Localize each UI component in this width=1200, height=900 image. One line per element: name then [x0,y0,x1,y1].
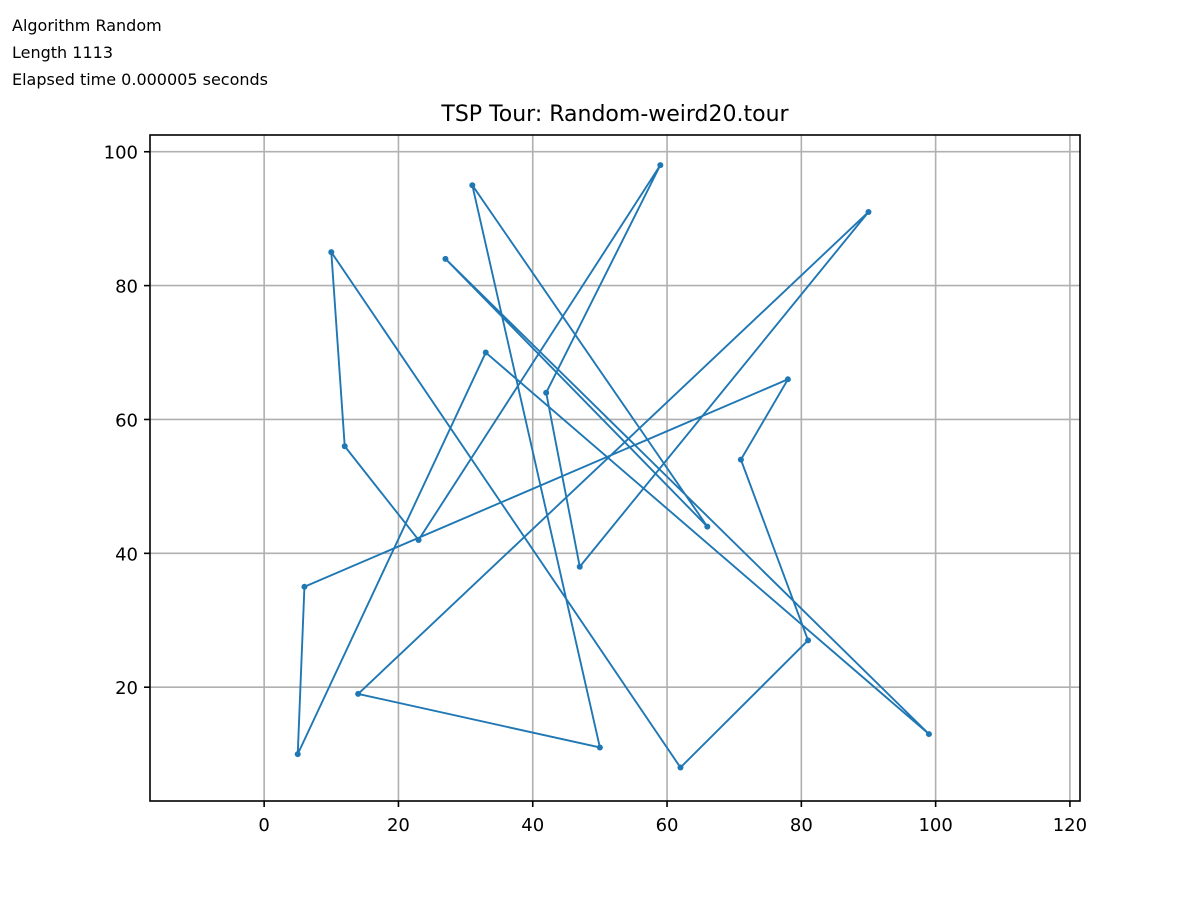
chart-title: TSP Tour: Random-weird20.tour [440,102,789,127]
x-tick-label: 120 [1053,815,1087,836]
city-point [677,764,684,771]
tour-length-label: Length 1113 [12,43,113,62]
city-point [415,536,422,543]
elapsed-time-label: Elapsed time 0.000005 seconds [12,70,268,89]
city-point [543,389,550,396]
city-point [596,744,603,751]
y-tick-label: 80 [115,277,138,298]
city-point [294,751,301,758]
x-tick-label: 80 [790,815,813,836]
x-tick-label: 100 [918,815,952,836]
city-point [469,182,476,189]
tour-line [296,164,930,769]
tour-path [294,162,932,771]
grid-lines [150,135,1080,801]
city-point [328,249,335,256]
city-point [704,523,711,530]
x-tick-label: 20 [387,815,410,836]
y-tick-label: 40 [115,544,138,565]
x-tick-label: 60 [656,815,679,836]
y-tick-label: 100 [104,143,138,164]
x-tick-label: 0 [258,815,269,836]
city-point [737,456,744,463]
city-point [657,162,664,169]
axes: 0 20 40 60 80 100 120 20 40 60 80 100 [104,134,1087,836]
y-tick-label: 60 [115,410,138,431]
city-point [784,376,791,383]
city-point [442,255,449,262]
algorithm-label: Algorithm Random [12,16,162,35]
plot-frame [149,134,1081,802]
city-point [805,637,812,644]
city-point [576,563,583,570]
city-point [355,690,362,697]
y-tick-label: 20 [115,678,138,699]
city-point [301,583,308,590]
city-point [341,443,348,450]
city-point [865,208,872,215]
city-point [925,731,932,738]
city-point [482,349,489,356]
x-tick-label: 40 [521,815,544,836]
